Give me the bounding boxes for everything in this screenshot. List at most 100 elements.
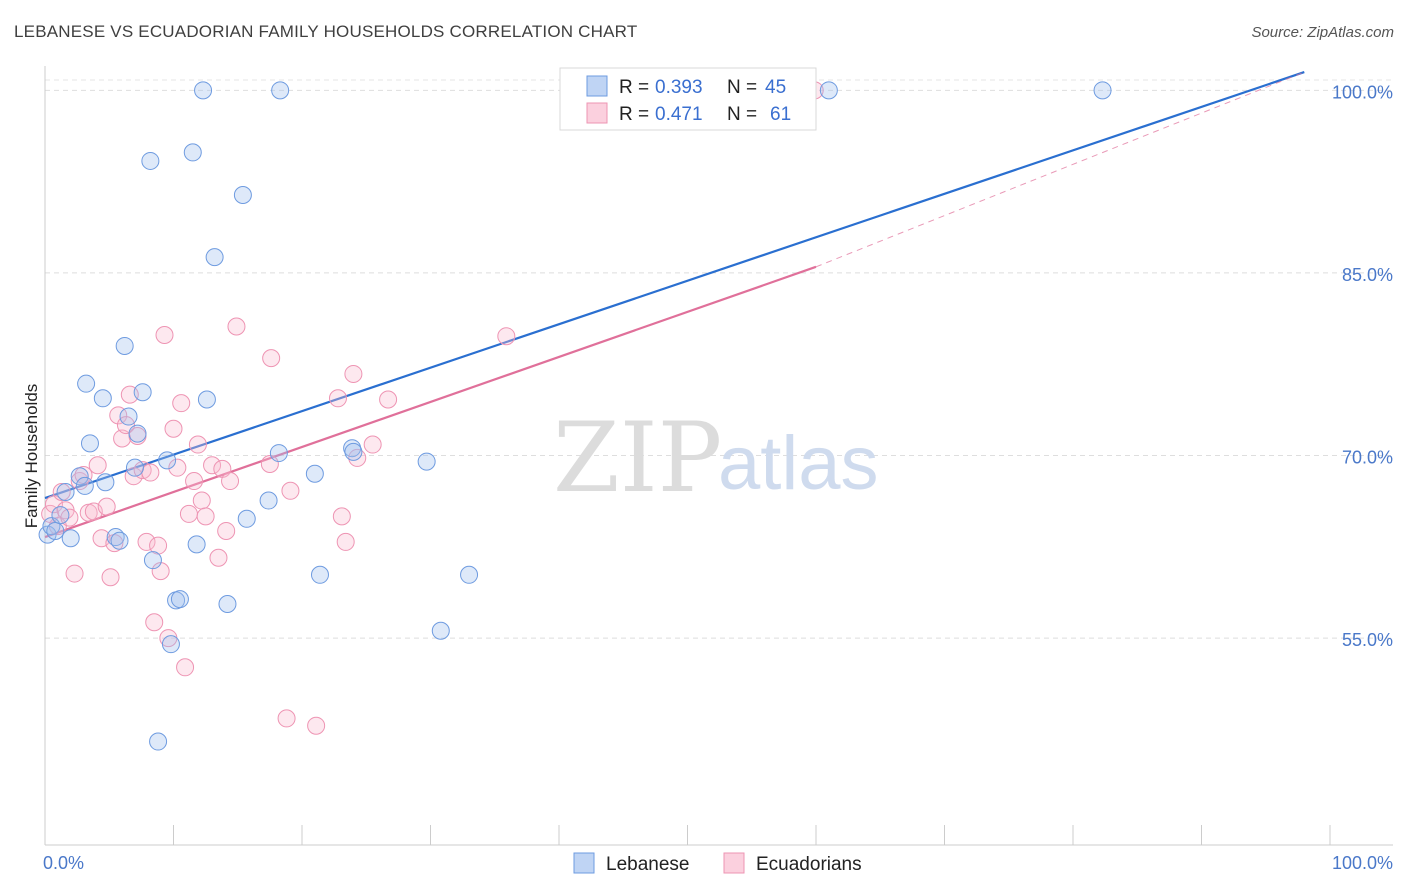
points-layer bbox=[38, 81, 1112, 751]
legend-n-label-ecuadorians: N = bbox=[727, 104, 757, 125]
lebanese-point bbox=[141, 151, 160, 170]
y-tick-label: 100.0% bbox=[1332, 82, 1393, 102]
x-tick-label-max: 100.0% bbox=[1332, 853, 1393, 873]
ecuadorian-point bbox=[332, 507, 351, 526]
ecuadorian-point bbox=[179, 504, 198, 523]
lebanese-point bbox=[1093, 81, 1112, 100]
legend-n-label-lebanese: N = bbox=[727, 77, 757, 98]
ecuadorian-point bbox=[379, 390, 398, 409]
source-label: Source: ZipAtlas.com bbox=[1251, 24, 1394, 41]
lebanese-point bbox=[149, 732, 168, 751]
lebanese-point bbox=[110, 531, 129, 550]
ecuadorian-point bbox=[101, 568, 120, 587]
lebanese-point bbox=[93, 389, 112, 408]
trend-layer bbox=[44, 71, 1305, 539]
legend-swatch-ecuadorians bbox=[586, 102, 608, 124]
ecuadorian-point bbox=[192, 491, 211, 510]
lebanese-point bbox=[431, 621, 450, 640]
legend-r-value-lebanese: 0.393 bbox=[655, 77, 703, 98]
lebanese-point bbox=[819, 81, 838, 100]
ecuadorian-point bbox=[97, 497, 116, 516]
ecuadorian-point bbox=[344, 364, 363, 383]
lebanese-point bbox=[133, 383, 152, 402]
ecuadorian-point bbox=[363, 435, 382, 454]
lebanese-point bbox=[125, 458, 144, 477]
grid-layer bbox=[45, 79, 1393, 639]
legend-r-label-ecuadorians: R = bbox=[619, 104, 649, 125]
ecuadorian-point bbox=[336, 532, 355, 551]
x-tick-label-min: 0.0% bbox=[43, 853, 84, 873]
legend-r-value-ecuadorians: 0.471 bbox=[655, 104, 703, 125]
ecuadorian-point bbox=[217, 521, 236, 540]
lebanese-point bbox=[460, 565, 479, 584]
lebanese-point bbox=[183, 143, 202, 162]
lebanese-point bbox=[305, 464, 324, 483]
lebanese-point bbox=[187, 535, 206, 554]
ecuadorian-point bbox=[164, 419, 183, 438]
ecuadorian-point bbox=[221, 472, 240, 491]
bottom-legend-label-lebanese: Lebanese bbox=[606, 854, 689, 875]
lebanese-point bbox=[197, 390, 216, 409]
legend-n-value-lebanese: 45 bbox=[765, 77, 786, 98]
lebanese-point bbox=[80, 434, 99, 453]
ecuadorian-point bbox=[149, 536, 168, 555]
watermark-atlas: atlas bbox=[718, 421, 879, 506]
ecuadorian-point bbox=[262, 349, 281, 368]
lebanese-point bbox=[194, 81, 213, 100]
lebanese-point bbox=[205, 248, 224, 267]
lebanese-point bbox=[233, 186, 252, 205]
lebanese-point bbox=[77, 374, 96, 393]
stats-legend: R = 0.393 N = 45 R = 0.471 N = 61 bbox=[559, 67, 817, 131]
lebanese-point bbox=[70, 467, 89, 486]
lebanese-point bbox=[259, 491, 278, 510]
ecuadorian-point bbox=[176, 658, 195, 677]
ecuadorian-point bbox=[281, 481, 300, 500]
y-tick-label: 70.0% bbox=[1342, 448, 1393, 468]
lebanese-trend-line bbox=[44, 71, 1305, 500]
ecuadorian-point bbox=[105, 534, 124, 553]
bottom-legend-label-ecuadorians: Ecuadorians bbox=[756, 854, 862, 875]
lebanese-point bbox=[218, 594, 237, 613]
lebanese-point bbox=[310, 565, 329, 584]
lebanese-point bbox=[51, 506, 70, 525]
ecuadorian-point bbox=[277, 709, 296, 728]
lebanese-point bbox=[61, 529, 80, 548]
ecuadorian-point bbox=[172, 394, 191, 413]
ecuadorian-point bbox=[328, 389, 347, 408]
ecuadorian-point bbox=[52, 483, 71, 502]
ecuadorian-point bbox=[227, 317, 246, 336]
legend-r-label-lebanese: R = bbox=[619, 77, 649, 98]
lebanese-point bbox=[417, 452, 436, 471]
ecuadorian-point bbox=[203, 456, 222, 475]
ecuadorian-point bbox=[137, 532, 156, 551]
lebanese-point bbox=[271, 81, 290, 100]
lebanese-point bbox=[158, 451, 177, 470]
ecuadorian-point bbox=[88, 456, 107, 475]
lebanese-point bbox=[46, 521, 65, 540]
lebanese-point bbox=[115, 336, 134, 355]
ecuadorian-point bbox=[188, 435, 207, 454]
lebanese-point bbox=[96, 473, 115, 492]
y-axis-label: Family Households bbox=[22, 384, 41, 529]
lebanese-point bbox=[170, 590, 189, 609]
legend-n-value-ecuadorians: 61 bbox=[770, 104, 791, 125]
lebanese-point bbox=[344, 442, 363, 461]
series-legend: Lebanese Ecuadorians bbox=[573, 852, 862, 875]
lebanese-point bbox=[161, 635, 180, 654]
axis-layer: 55.0% 70.0% 85.0% 100.0% bbox=[44, 66, 1393, 846]
ecuadorian-point bbox=[155, 325, 174, 344]
y-tick-label: 85.0% bbox=[1342, 265, 1393, 285]
lebanese-point bbox=[237, 509, 256, 528]
y-tick-label: 55.0% bbox=[1342, 630, 1393, 650]
ecuadorian-point bbox=[307, 716, 326, 735]
watermark: ZIP atlas bbox=[553, 402, 879, 514]
lebanese-point bbox=[119, 407, 138, 426]
ecuadorian-point bbox=[497, 327, 516, 346]
lebanese-point bbox=[143, 551, 162, 570]
ecuadorian-trend-line bbox=[44, 265, 817, 539]
bottom-legend-swatch-lebanese bbox=[573, 852, 595, 874]
legend-swatch-lebanese bbox=[586, 75, 608, 97]
lebanese-point bbox=[75, 476, 94, 495]
ecuadorian-point bbox=[168, 458, 187, 477]
